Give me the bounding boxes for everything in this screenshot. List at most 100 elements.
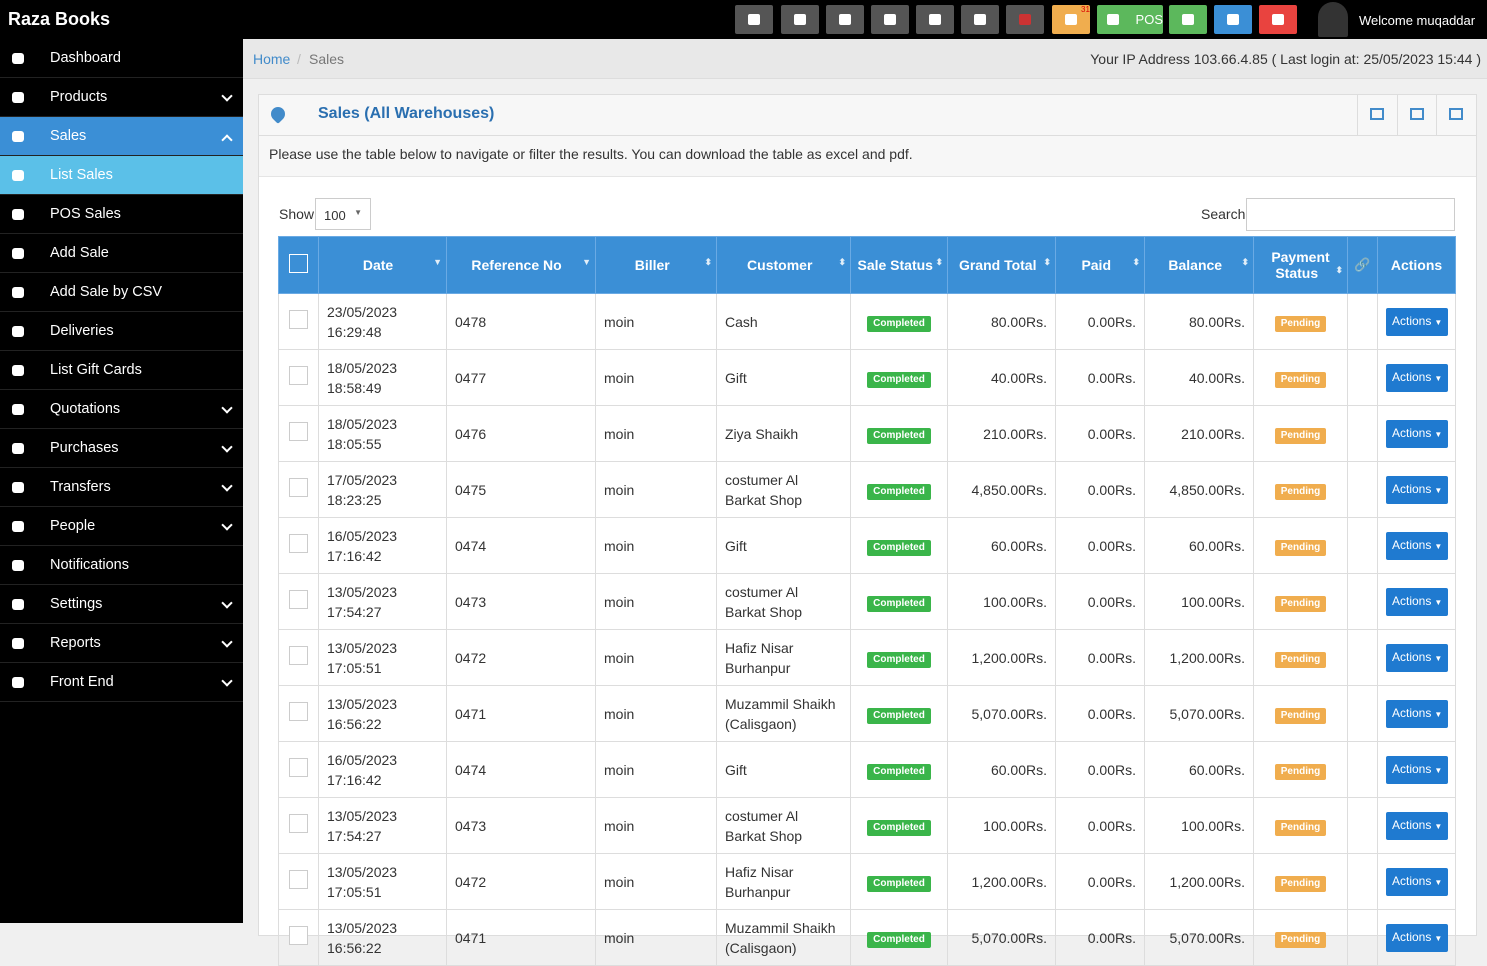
actions-button[interactable]: Actions ▼	[1386, 475, 1449, 504]
sidebar-item[interactable]: Products	[0, 78, 243, 117]
pos-button[interactable]: POS	[1097, 5, 1163, 34]
column-header[interactable]: Paid ⬍	[1055, 236, 1145, 294]
actions-button[interactable]: Actions ▼	[1386, 923, 1449, 952]
row-checkbox[interactable]	[289, 701, 308, 721]
link-cell	[1347, 797, 1378, 854]
brand[interactable]: Raza Books	[8, 9, 111, 29]
sidebar-item[interactable]: Notifications	[0, 546, 243, 585]
column-header[interactable]: Biller ⬍	[595, 236, 717, 294]
column-header[interactable]: Payment Status ⬍	[1253, 236, 1348, 294]
cell: 0.00Rs.	[1055, 797, 1145, 854]
cell: 0471	[446, 909, 596, 966]
date: 16/05/2023 17:16:42	[327, 527, 398, 564]
select-all-checkbox[interactable]	[289, 254, 308, 273]
toolbar-button[interactable]	[1214, 5, 1252, 34]
language-button[interactable]	[1006, 5, 1044, 34]
cell: Pending	[1253, 741, 1348, 798]
actions-button[interactable]: Actions ▼	[1386, 419, 1449, 448]
column-header[interactable]: Actions	[1377, 236, 1456, 294]
actions-button[interactable]: Actions ▼	[1386, 531, 1449, 560]
toolbar-button[interactable]	[735, 5, 773, 34]
sidebar-item[interactable]: Purchases	[0, 429, 243, 468]
sidebar-item[interactable]: List Sales	[0, 156, 243, 195]
toolbar-button[interactable]	[871, 5, 909, 34]
page-size: 100	[324, 208, 346, 223]
toolbar-button[interactable]	[1169, 5, 1207, 34]
toolbar-button[interactable]	[961, 5, 999, 34]
row-checkbox[interactable]	[289, 813, 308, 833]
sidebar-item[interactable]: Reports	[0, 624, 243, 663]
sidebar-chevron	[221, 134, 233, 146]
toolbar-button[interactable]	[916, 5, 954, 34]
panel-button[interactable]	[1357, 95, 1397, 135]
actions-button[interactable]: Actions ▼	[1386, 867, 1449, 896]
row-checkbox[interactable]	[289, 757, 308, 777]
toolbar-button[interactable]	[1259, 5, 1297, 34]
link-cell	[1347, 909, 1378, 966]
actions-button[interactable]: Actions ▼	[1386, 587, 1449, 616]
cell-text: 0.00Rs.	[1087, 593, 1136, 610]
sidebar-label: Transfers	[50, 479, 111, 495]
column-header[interactable]: Date ▼	[318, 236, 447, 294]
sale-row: 13/05/2023 16:56:22 0471 moin Muzammil Shai…	[278, 909, 1456, 966]
row-checkbox[interactable]	[289, 869, 308, 889]
toolbar-button[interactable]	[781, 5, 819, 34]
row-checkbox[interactable]	[289, 365, 308, 385]
column-header[interactable]: Sale Status ⬍	[850, 236, 948, 294]
actions-button[interactable]: Actions ▼	[1386, 643, 1449, 672]
sale-row: 13/05/2023 17:54:27 0473 moin costumer Al B…	[278, 797, 1456, 854]
row-checkbox[interactable]	[289, 589, 308, 609]
sidebar-icon	[12, 560, 24, 571]
actions-label: Actions	[1392, 425, 1432, 440]
column-header[interactable]: Customer ⬍	[716, 236, 851, 294]
toolbar-button[interactable]	[826, 5, 864, 34]
welcome-text[interactable]: Welcome muqaddar	[1359, 13, 1476, 28]
sidebar-item[interactable]: Add Sale by CSV	[0, 273, 243, 312]
cell-text: 0.00Rs.	[1087, 537, 1136, 554]
actions-button[interactable]: Actions ▼	[1386, 307, 1449, 336]
row-checkbox[interactable]	[289, 645, 308, 665]
sidebar-item[interactable]: Quotations	[0, 390, 243, 429]
row-checkbox[interactable]	[289, 477, 308, 497]
sidebar-item[interactable]: Sales	[0, 117, 243, 156]
sidebar-item[interactable]: List Gift Cards	[0, 351, 243, 390]
actions-button[interactable]: Actions ▼	[1386, 811, 1449, 840]
column-header[interactable]: Reference No ▼	[446, 236, 596, 294]
row-checkbox[interactable]	[289, 925, 308, 945]
cell: moin	[595, 629, 717, 686]
column-header[interactable]: Balance ⬍	[1144, 236, 1254, 294]
sidebar-item[interactable]: Transfers	[0, 468, 243, 507]
sidebar-item[interactable]: People	[0, 507, 243, 546]
cell: moin	[595, 573, 717, 630]
sale-status: Completed	[867, 484, 931, 500]
actions-button[interactable]: Actions ▼	[1386, 363, 1449, 392]
sidebar-item[interactable]: POS Sales	[0, 195, 243, 234]
panel-button[interactable]	[1436, 95, 1476, 135]
sidebar-item[interactable]: Front End	[0, 663, 243, 702]
panel-button[interactable]	[1397, 95, 1437, 135]
actions-button[interactable]: Actions ▼	[1386, 755, 1449, 784]
cell-text: moin	[604, 369, 635, 386]
actions-label: Actions	[1392, 593, 1432, 608]
search-input[interactable]	[1246, 198, 1455, 231]
cell: moin	[595, 517, 717, 574]
sidebar-item[interactable]: Settings	[0, 585, 243, 624]
sidebar-item[interactable]: Add Sale	[0, 234, 243, 273]
row-checkbox[interactable]	[289, 533, 308, 553]
cell: 210.00Rs.	[1144, 405, 1254, 462]
sidebar-icon	[12, 365, 24, 376]
sidebar-item[interactable]: Dashboard	[0, 39, 243, 78]
cell-text: 100.00Rs.	[1181, 593, 1245, 610]
page-size-select[interactable]: 100 ▼	[315, 198, 371, 230]
sidebar-item[interactable]: Deliveries	[0, 312, 243, 351]
row-checkbox[interactable]	[289, 309, 308, 329]
alert-button[interactable]: 31	[1052, 5, 1090, 34]
row-checkbox[interactable]	[289, 421, 308, 441]
cell-text: moin	[604, 705, 635, 722]
breadcrumb-separator: /	[297, 51, 301, 67]
sidebar-label: People	[50, 518, 96, 534]
column-header[interactable]: Grand Total ⬍	[947, 236, 1056, 294]
date: 17/05/2023 18:23:25	[327, 471, 398, 508]
breadcrumb-home[interactable]: Home	[253, 51, 291, 67]
actions-button[interactable]: Actions ▼	[1386, 699, 1449, 728]
